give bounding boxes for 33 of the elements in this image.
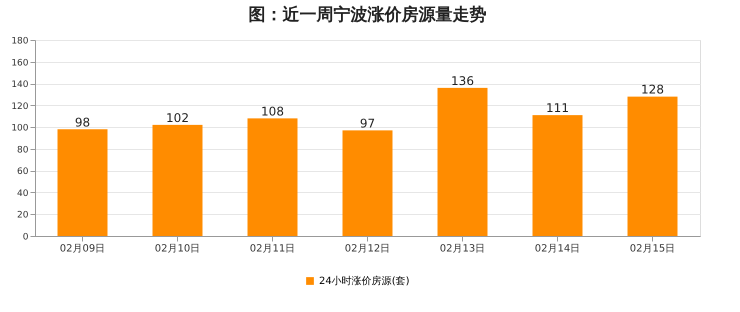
y-tick-label: 180 bbox=[11, 36, 29, 46]
bar bbox=[152, 124, 202, 236]
y-tick-label: 80 bbox=[17, 145, 29, 156]
y-tick-label: 40 bbox=[17, 188, 29, 199]
data-label: 128 bbox=[641, 82, 664, 97]
x-tick-label: 02月15日 bbox=[630, 244, 676, 254]
data-label: 111 bbox=[546, 101, 569, 116]
y-tick-label: 20 bbox=[17, 210, 29, 221]
bar bbox=[438, 88, 488, 236]
data-label: 108 bbox=[261, 104, 284, 118]
data-label: 98 bbox=[74, 115, 90, 130]
x-tick-label: 02月09日 bbox=[60, 244, 106, 254]
y-tick-label: 0 bbox=[22, 232, 29, 242]
y-tick-label: 140 bbox=[11, 80, 29, 90]
data-label: 97 bbox=[360, 116, 376, 130]
bar bbox=[248, 118, 298, 236]
data-label: 102 bbox=[166, 110, 189, 125]
x-tick-label: 02月12日 bbox=[344, 244, 390, 254]
x-tick-label: 02月13日 bbox=[440, 244, 486, 254]
bar bbox=[342, 130, 392, 236]
x-tick-label: 02月10日 bbox=[154, 244, 200, 254]
data-label: 136 bbox=[451, 74, 474, 88]
y-tick-label: 120 bbox=[11, 102, 29, 112]
bar bbox=[58, 129, 108, 236]
y-tick-label: 160 bbox=[11, 58, 29, 68]
bar bbox=[628, 96, 678, 236]
x-tick-label: 02月11日 bbox=[250, 244, 296, 254]
y-tick-label: 60 bbox=[17, 167, 29, 178]
chart-title: 图：近一周宁波涨价房源量走势 bbox=[248, 5, 486, 25]
y-tick-label: 100 bbox=[11, 124, 29, 134]
legend-label: 24小时涨价房源(套) bbox=[319, 275, 410, 287]
bar bbox=[532, 115, 582, 236]
x-tick-label: 02月14日 bbox=[534, 244, 580, 254]
